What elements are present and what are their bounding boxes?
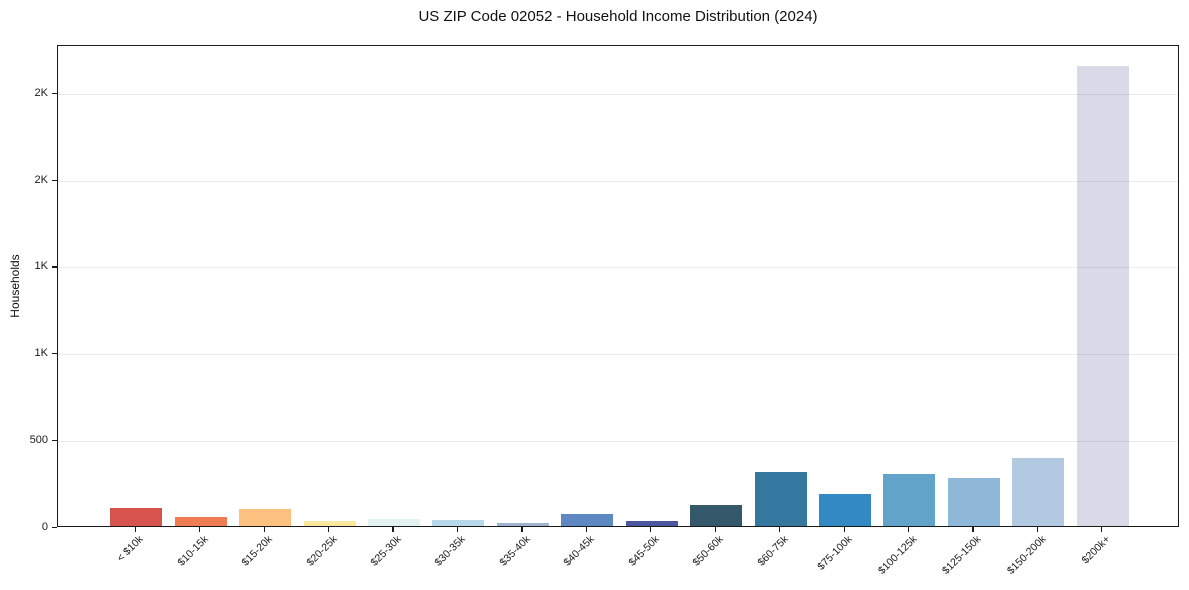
- y-tick-label: 500: [29, 433, 48, 446]
- y-tick-mark: [52, 179, 57, 181]
- x-tick-mark: [392, 527, 394, 532]
- bar: [1076, 65, 1129, 526]
- bar: [432, 519, 485, 526]
- x-tick-mark: [134, 527, 136, 532]
- x-tick-mark: [843, 527, 845, 532]
- y-tick-label: 2K: [34, 87, 48, 100]
- bar: [174, 517, 227, 526]
- bar: [561, 513, 614, 526]
- y-tick-mark: [52, 439, 57, 441]
- x-tick-mark: [521, 527, 523, 532]
- x-tick-mark: [199, 527, 201, 532]
- x-tick-label: $60-75k: [755, 533, 791, 569]
- bar: [303, 520, 356, 526]
- bar: [947, 478, 1000, 526]
- bar: [110, 507, 163, 526]
- bar: [1012, 458, 1065, 526]
- y-tick-label: 1K: [34, 347, 48, 360]
- y-tick-mark: [52, 526, 57, 528]
- bar: [883, 474, 936, 526]
- x-tick-label: $125-150k: [940, 533, 984, 577]
- bar: [690, 505, 743, 526]
- y-tick-mark: [52, 93, 57, 95]
- y-tick-label: 2K: [34, 173, 48, 186]
- chart-title: US ZIP Code 02052 - Household Income Dis…: [418, 8, 818, 25]
- x-tick-label: $10-15k: [175, 533, 211, 569]
- x-tick-label: < $10k: [115, 533, 146, 565]
- x-tick-mark: [1101, 527, 1103, 532]
- bar: [625, 521, 678, 526]
- x-tick-mark: [714, 527, 716, 532]
- x-tick-label: $150-200k: [1004, 533, 1049, 577]
- x-tick-mark: [779, 527, 781, 532]
- gridline: [58, 180, 1178, 182]
- x-tick-mark: [263, 527, 265, 532]
- x-tick-mark: [1036, 527, 1039, 532]
- x-tick-label: $100-125k: [875, 533, 920, 577]
- x-tick-mark: [907, 527, 910, 532]
- gridline: [58, 94, 1178, 96]
- x-tick-mark: [972, 527, 974, 532]
- plot-area: [57, 45, 1179, 527]
- x-tick-label: $35-40k: [497, 533, 533, 569]
- x-tick-label: $30-35k: [432, 533, 469, 569]
- x-tick-label: $15-20k: [239, 533, 275, 569]
- bar: [367, 519, 420, 526]
- y-tick-mark: [52, 353, 57, 355]
- x-tick-mark: [650, 527, 652, 532]
- bar: [239, 508, 292, 526]
- bar: [754, 472, 807, 526]
- x-tick-label: $40-45k: [561, 533, 598, 569]
- x-tick-mark: [328, 527, 330, 532]
- gridline: [58, 440, 1178, 442]
- y-tick-label: 0: [41, 520, 48, 533]
- y-tick-mark: [52, 266, 57, 268]
- bar: [496, 522, 549, 526]
- x-tick-label: $75-100k: [815, 533, 855, 573]
- x-tick-label: $20-25k: [303, 533, 340, 569]
- gridline: [58, 267, 1178, 269]
- x-tick-label: $200k+: [1079, 533, 1113, 567]
- gridline: [58, 354, 1178, 356]
- y-tick-label: 1K: [34, 260, 48, 273]
- x-tick-label: $25-30k: [368, 533, 404, 569]
- x-tick-label: $50-60k: [690, 533, 726, 569]
- x-tick-mark: [456, 527, 459, 532]
- x-tick-label: $45-50k: [626, 533, 662, 569]
- x-tick-mark: [585, 527, 587, 532]
- bar: [819, 493, 872, 526]
